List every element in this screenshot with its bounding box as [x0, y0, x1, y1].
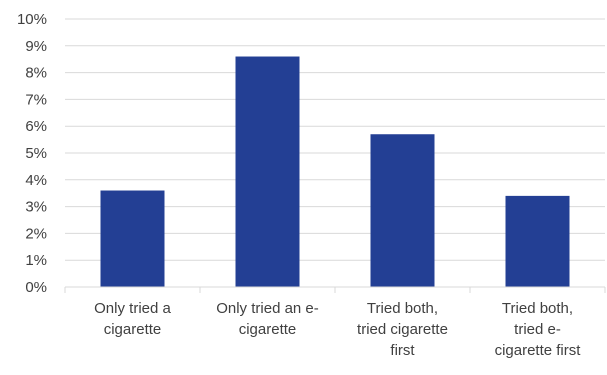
y-tick-label: 9% [25, 38, 47, 55]
bar [235, 56, 300, 287]
x-category-label-line: Only tried a [94, 300, 171, 317]
bar [100, 190, 165, 287]
x-category-label: Only tried an e-cigarette [216, 300, 319, 338]
x-category-label-line: tried cigarette [357, 321, 448, 338]
y-tick-label: 2% [25, 225, 47, 242]
x-category-label-line: cigarette first [495, 342, 582, 359]
x-category-label: Tried both, tried e-cigarette first [495, 300, 582, 359]
x-category-label: Only tried a cigarette [94, 300, 171, 338]
y-tick-label: 5% [25, 145, 47, 162]
y-axis-tick-labels: 0% 1% 2% 3% 4% 5% 6% 7% 8% 9% 10% [17, 11, 47, 296]
x-category-label-line: cigarette [239, 321, 297, 338]
x-category-label-line: cigarette [104, 321, 162, 338]
y-tick-label: 1% [25, 252, 47, 269]
x-category-label: Tried both, tried cigarette first [357, 300, 448, 359]
y-tick-label: 8% [25, 65, 47, 82]
bars [100, 56, 570, 287]
x-category-label-line: tried e- [514, 321, 561, 338]
y-tick-label: 10% [17, 11, 47, 28]
x-category-label-line: first [390, 342, 415, 359]
x-category-label-line: Tried both, [367, 300, 438, 317]
x-category-label-line: Tried both, [502, 300, 573, 317]
y-tick-label: 4% [25, 172, 47, 189]
y-tick-label: 7% [25, 91, 47, 108]
bar [505, 195, 570, 287]
x-category-label-line: Only tried an e- [216, 300, 319, 317]
y-tick-label: 0% [25, 279, 47, 296]
y-tick-label: 3% [25, 199, 47, 216]
bar [370, 134, 435, 287]
y-tick-label: 6% [25, 118, 47, 135]
x-axis [64, 286, 606, 293]
